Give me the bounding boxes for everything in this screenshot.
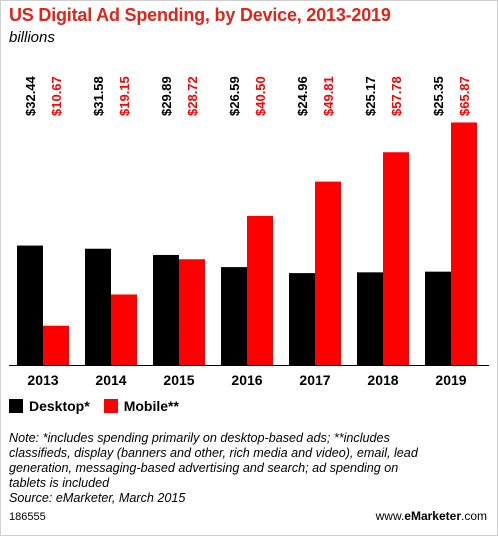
bar-desktop xyxy=(425,271,451,365)
data-label-mobile: $49.81 xyxy=(321,76,336,116)
bar-mobile xyxy=(111,294,137,365)
data-label-mobile: $65.87 xyxy=(457,76,472,116)
legend-label-desktop: Desktop* xyxy=(29,398,90,414)
data-label-desktop: $32.44 xyxy=(23,75,38,116)
data-label-mobile: $28.72 xyxy=(185,76,200,116)
note-line: tablets is included xyxy=(9,476,110,490)
x-tick-label: 2014 xyxy=(95,372,126,388)
legend-item-mobile: Mobile** xyxy=(103,398,179,414)
source-line: Source: eMarketer, March 2015 xyxy=(9,491,186,505)
bar-desktop xyxy=(85,248,111,365)
legend-swatch-mobile xyxy=(103,399,118,413)
legend-swatch-desktop xyxy=(9,399,23,413)
data-label-desktop: $29.89 xyxy=(159,76,174,116)
bar-mobile xyxy=(383,152,409,365)
chart-note: Note: *includes spending primarily on de… xyxy=(9,431,485,506)
bar-mobile xyxy=(247,215,273,365)
bar-desktop xyxy=(221,267,247,365)
legend-label-mobile: Mobile** xyxy=(123,398,179,414)
brand-suffix: .com xyxy=(460,509,487,523)
legend: Desktop* Mobile** xyxy=(9,398,193,414)
bar-desktop xyxy=(289,273,315,365)
brand-url[interactable]: www.eMarketer.com xyxy=(376,509,487,523)
chart-title: US Digital Ad Spending, by Device, 2013-… xyxy=(9,5,391,25)
x-tick-label: 2019 xyxy=(435,372,466,388)
x-tick-label: 2013 xyxy=(27,372,58,388)
data-label-desktop: $31.58 xyxy=(91,76,106,116)
note-line: Note: *includes spending primarily on de… xyxy=(9,431,390,445)
bar-desktop xyxy=(17,245,43,365)
bar-desktop xyxy=(153,254,179,365)
chart-subtitle: billions xyxy=(9,29,55,46)
bar-mobile xyxy=(179,259,205,365)
data-label-desktop: $25.35 xyxy=(431,76,446,116)
data-label-desktop: $25.17 xyxy=(363,76,378,116)
legend-item-desktop: Desktop* xyxy=(9,398,90,414)
x-tick-label: 2015 xyxy=(163,372,194,388)
brand-name: eMarketer xyxy=(404,509,461,523)
data-label-mobile: $19.15 xyxy=(117,76,132,116)
data-label-mobile: $57.78 xyxy=(389,76,404,116)
bar-mobile xyxy=(43,325,69,365)
x-tick-label: 2017 xyxy=(299,372,330,388)
note-line: classifieds, display (banners and other,… xyxy=(9,446,418,460)
note-line: generation, messaging-based advertising … xyxy=(9,461,399,475)
bar-chart: $32.44 $10.67 2013 $31.58 $19.15 2014 $29.89 $2… xyxy=(9,75,489,388)
data-label-desktop: $26.59 xyxy=(227,76,242,116)
bar-mobile xyxy=(315,181,341,365)
x-tick-label: 2016 xyxy=(231,372,262,388)
brand-prefix: www. xyxy=(375,509,405,523)
bar-mobile xyxy=(451,122,477,365)
data-label-desktop: $24.96 xyxy=(295,76,310,116)
bar-desktop xyxy=(357,272,383,365)
data-label-mobile: $40.50 xyxy=(253,76,268,116)
data-label-mobile: $10.67 xyxy=(49,76,64,116)
x-tick-label: 2018 xyxy=(367,372,398,388)
chart-id: 186555 xyxy=(9,511,46,523)
